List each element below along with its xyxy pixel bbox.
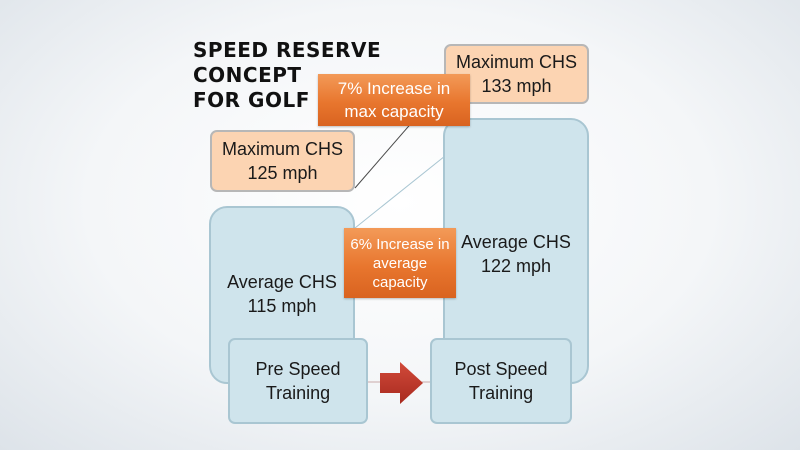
pre-stage-line-2: Training xyxy=(265,383,331,403)
title-line-1: SPEED RESERVE xyxy=(193,38,382,62)
title-line-3: FOR GOLF xyxy=(193,88,310,112)
max-increase-line-2: max capacity xyxy=(344,102,444,121)
post-average-text: Average CHS 122 mph xyxy=(445,230,587,278)
average-increase-line-2: average xyxy=(372,254,428,272)
post-average-label: Average CHS xyxy=(461,232,571,252)
average-increase-line-3: capacity xyxy=(372,273,428,291)
pre-maximum-label: Maximum CHS xyxy=(221,139,343,159)
average-increase-line-1: 6% Increase in xyxy=(350,235,450,253)
average-increase-callout: 6% Increase in average capacity xyxy=(344,228,456,298)
max-increase-line-1: 7% Increase in xyxy=(337,79,451,98)
title-line-2: CONCEPT xyxy=(193,63,302,87)
progress-arrow-icon xyxy=(380,362,423,404)
pre-average-value: 115 mph xyxy=(247,296,317,316)
post-stage-box: Post Speed Training xyxy=(430,338,572,424)
post-maximum-label: Maximum CHS xyxy=(455,52,577,72)
post-stage-line-2: Training xyxy=(468,383,534,403)
post-maximum-box: Maximum CHS 133 mph xyxy=(444,44,589,104)
post-maximum-value: 133 mph xyxy=(481,76,552,96)
pre-stage-box: Pre Speed Training xyxy=(228,338,368,424)
post-stage-line-1: Post Speed xyxy=(454,359,548,379)
pre-maximum-value: 125 mph xyxy=(247,163,318,183)
pre-stage-line-1: Pre Speed xyxy=(255,359,341,379)
pre-average-label: Average CHS xyxy=(227,272,337,292)
page-title: SPEED RESERVE CONCEPT FOR GOLF xyxy=(193,38,423,113)
post-average-value: 122 mph xyxy=(480,256,552,276)
avg-connector-line xyxy=(354,147,456,229)
pre-average-text: Average CHS 115 mph xyxy=(211,270,353,318)
max-increase-callout: 7% Increase in max capacity xyxy=(318,74,470,126)
pre-maximum-box: Maximum CHS 125 mph xyxy=(210,130,355,192)
